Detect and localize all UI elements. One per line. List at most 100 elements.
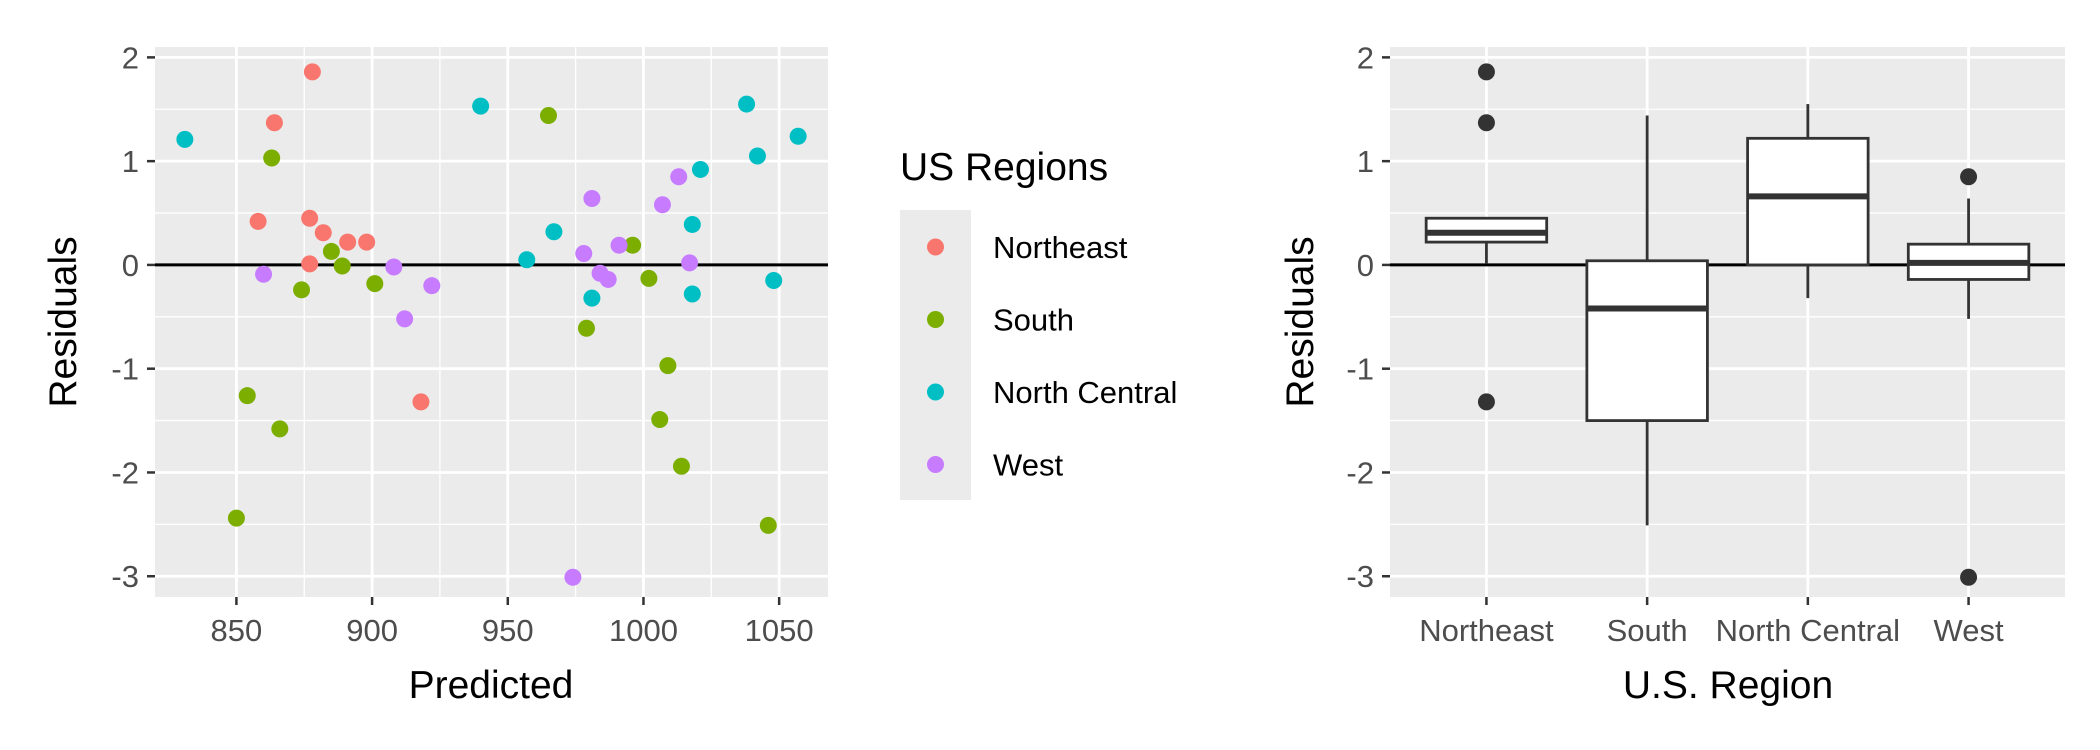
scatter-point: [333, 257, 351, 275]
scatter-plot-background: [155, 47, 828, 597]
box-west: [1906, 168, 2031, 586]
scatter-point: [575, 245, 593, 263]
boxplot-background: [1390, 47, 2065, 597]
boxplot-y-tick-label: 2: [1357, 40, 1374, 75]
scatter-point: [659, 357, 677, 375]
scatter-y-tick-label: -1: [111, 352, 139, 387]
scatter-y-tick-label: 0: [122, 248, 139, 283]
scatter-point: [738, 95, 756, 113]
scatter-point: [518, 251, 536, 269]
legend-key: [927, 238, 944, 256]
boxplot-x-tick-label: South: [1607, 613, 1688, 648]
box-iqr: [1746, 136, 1870, 267]
boxplot-y-tick-label: -2: [1346, 455, 1374, 490]
scatter-point: [683, 215, 701, 233]
scatter-x-tick-label: 850: [211, 613, 263, 648]
scatter-point: [564, 568, 582, 586]
boxplot-y-tick-label: -1: [1346, 352, 1374, 387]
scatter-panel: -3 -2 -1 0 1 2 850 900 950 1000 1050 Predicted Re…: [42, 40, 828, 707]
scatter-y-tick-label: 1: [122, 144, 139, 179]
scatter-point: [672, 457, 690, 475]
scatter-point: [301, 209, 319, 227]
boxplot-boxes: [1424, 63, 2031, 586]
scatter-point: [610, 236, 628, 254]
scatter-point: [249, 212, 267, 230]
scatter-point: [176, 130, 194, 148]
scatter-point: [301, 255, 319, 273]
scatter-point: [293, 281, 311, 299]
legend-title: US Regions: [900, 146, 1108, 189]
scatter-y-axis-label: Residuals: [42, 236, 85, 407]
boxplot-panel: -3 -2 -1 0 1 2 Northeast South North Central Wes…: [1279, 40, 2065, 707]
scatter-y-tick-label: 2: [122, 40, 139, 75]
scatter-y-tick-labels: -3 -2 -1 0 1 2: [111, 40, 155, 594]
scatter-point: [358, 233, 376, 251]
scatter-point: [314, 224, 332, 242]
scatter-point: [539, 106, 557, 124]
boxplot-x-tick-label: North Central: [1716, 613, 1900, 648]
boxplot-x-axis-label: U.S. Region: [1623, 664, 1833, 707]
scatter-x-axis-label: Predicted: [409, 664, 574, 707]
scatter-point: [651, 411, 669, 429]
boxplot-x-tick-label: Northeast: [1419, 613, 1554, 648]
scatter-point: [322, 242, 340, 260]
legend-entry-label: West: [993, 448, 1063, 483]
legend-key: [927, 383, 944, 401]
scatter-y-tick-label: -2: [111, 455, 139, 490]
box-northeast: [1424, 63, 1549, 411]
scatter-point: [227, 509, 245, 527]
scatter-point: [765, 271, 783, 289]
scatter-point: [265, 114, 283, 132]
box-outlier: [1477, 393, 1495, 411]
legend-entry-label: North Central: [993, 375, 1177, 410]
scatter-x-tick-label: 950: [482, 613, 534, 648]
legend-entry-label: Northeast: [993, 230, 1128, 265]
scatter-point: [255, 265, 273, 283]
box-outlier: [1477, 114, 1495, 132]
scatter-point: [303, 63, 321, 81]
legend-keys: Northeast South North Central West: [900, 210, 1177, 500]
scatter-point: [748, 147, 766, 165]
scatter-point: [759, 516, 777, 534]
scatter-point: [691, 160, 709, 178]
scatter-point: [385, 258, 403, 276]
boxplot-y-tick-labels: -3 -2 -1 0 1 2: [1346, 40, 1390, 594]
boxplot-y-axis-label: Residuals: [1279, 236, 1322, 407]
legend-key-background: [900, 210, 971, 500]
scatter-point: [472, 97, 490, 115]
scatter-point: [683, 285, 701, 303]
scatter-point: [545, 223, 563, 241]
scatter-x-tick-label: 1000: [609, 613, 678, 648]
boxplot-y-tick-label: 0: [1357, 248, 1374, 283]
box-outlier: [1960, 568, 1978, 586]
scatter-point: [412, 393, 430, 411]
scatter-point: [271, 420, 289, 438]
boxplot-x-tick-label: West: [1934, 613, 2004, 648]
scatter-point: [583, 190, 601, 208]
boxplot-x-tick-labels: Northeast South North Central West: [1419, 597, 2004, 648]
scatter-point: [396, 310, 414, 328]
scatter-point: [681, 254, 699, 272]
scatter-point: [583, 289, 601, 307]
scatter-point: [640, 269, 658, 287]
scatter-point: [577, 319, 595, 337]
scatter-y-tick-label: -3: [111, 559, 139, 594]
box-outlier: [1960, 168, 1978, 186]
scatter-point: [263, 149, 281, 167]
legend-key: [927, 456, 944, 473]
scatter-x-tick-label: 900: [346, 613, 398, 648]
scatter-point: [238, 387, 256, 405]
scatter-point: [624, 236, 642, 254]
legend-entry-label: South: [993, 303, 1074, 338]
legend: US Regions Northeast South North Central We…: [900, 146, 1177, 500]
box-north-central: [1746, 104, 1870, 299]
scatter-point: [670, 168, 688, 186]
scatter-point: [366, 275, 384, 293]
scatter-x-tick-labels: 850 900 950 1000 1050: [211, 597, 814, 648]
box-outlier: [1477, 63, 1495, 81]
scatter-point: [423, 277, 441, 295]
scatter-point: [653, 196, 671, 214]
boxplot-y-tick-label: 1: [1357, 144, 1374, 179]
scatter-point: [789, 127, 807, 145]
